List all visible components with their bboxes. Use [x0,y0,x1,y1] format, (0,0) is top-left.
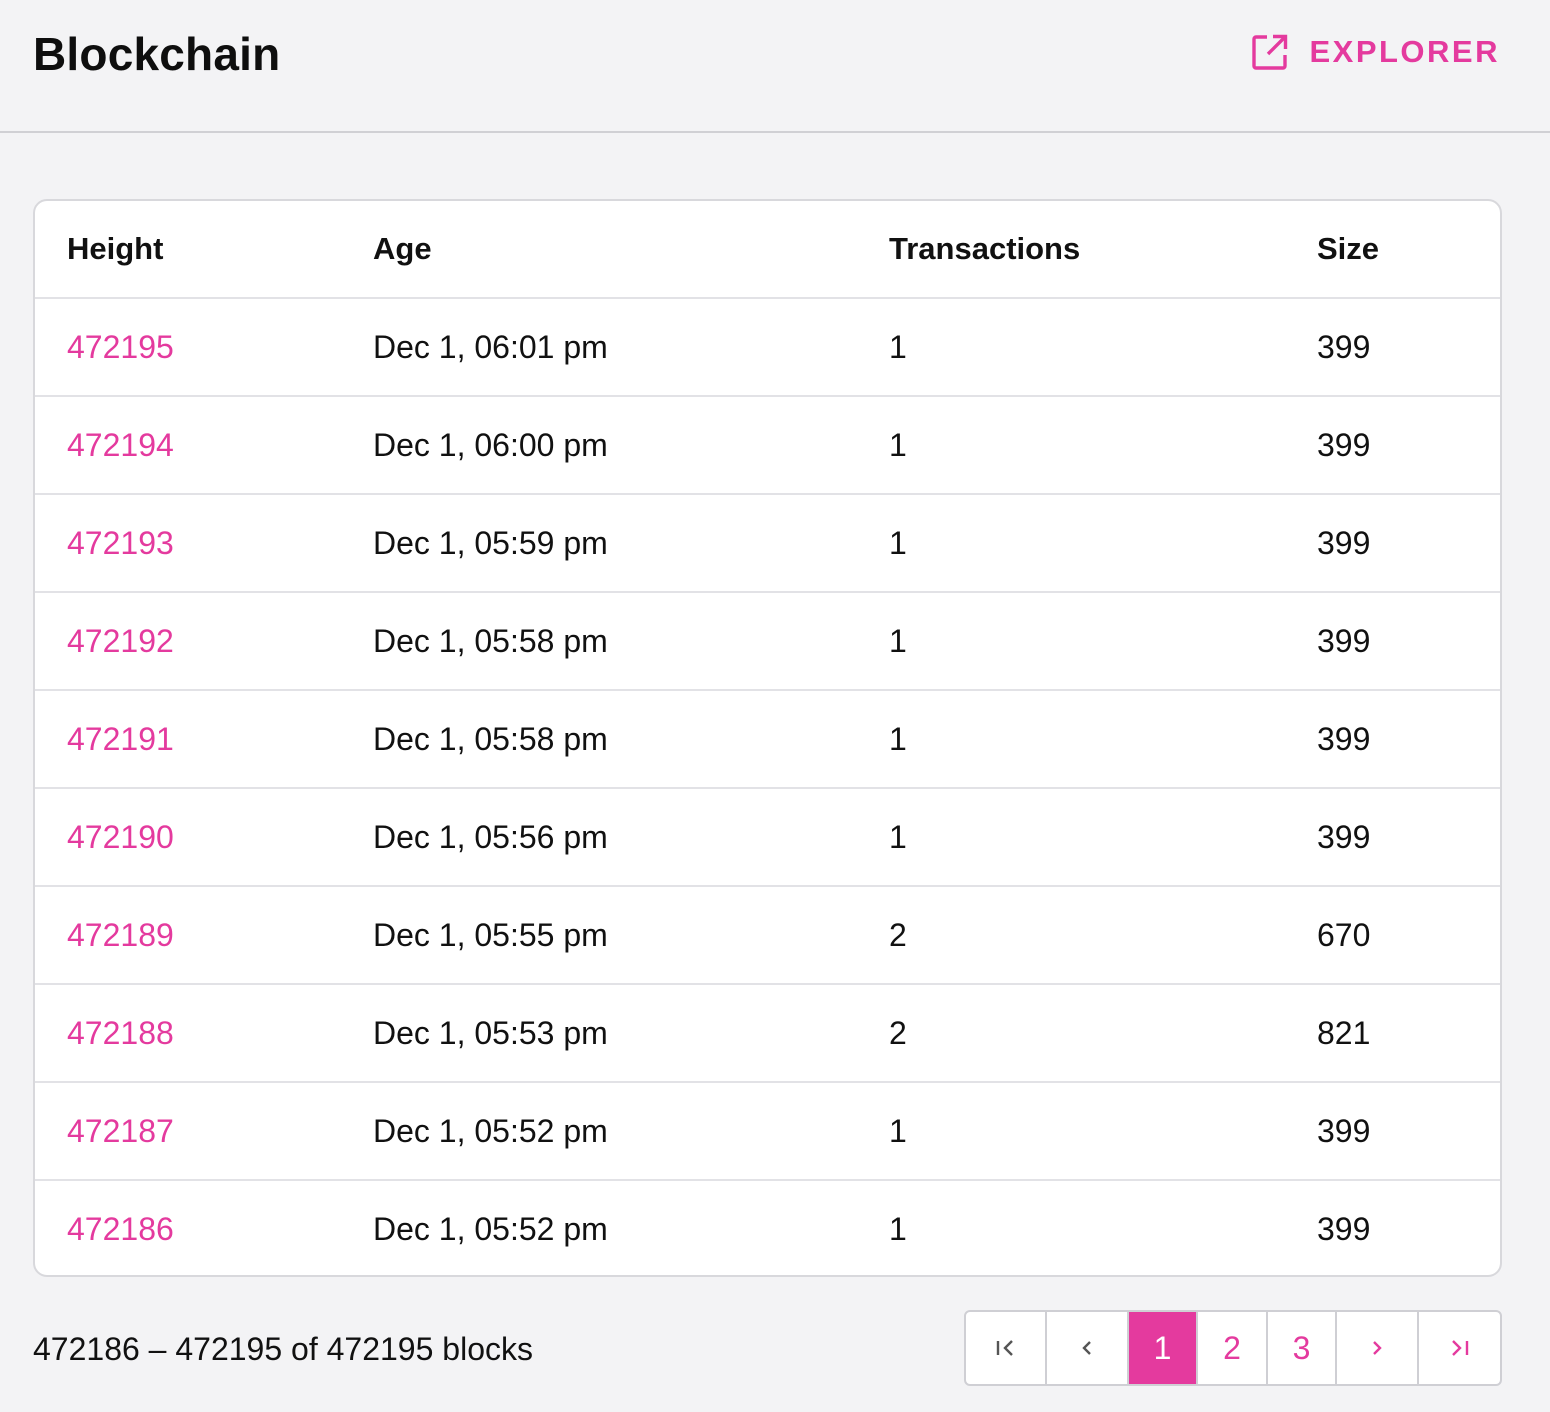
block-size: 399 [1317,329,1371,365]
block-height-link[interactable]: 472186 [67,1211,174,1247]
block-transactions: 2 [889,917,907,953]
block-transactions: 1 [889,1211,907,1247]
block-transactions: 1 [889,819,907,855]
block-size: 399 [1317,819,1371,855]
block-size: 670 [1317,917,1371,953]
block-height-link[interactable]: 472187 [67,1113,174,1149]
block-transactions: 1 [889,1113,907,1149]
block-height-link[interactable]: 472193 [67,525,174,561]
block-age: Dec 1, 05:52 pm [373,1113,608,1149]
table-row: 472190 Dec 1, 05:56 pm 1 399 [35,789,1500,887]
block-age: Dec 1, 05:59 pm [373,525,608,561]
first-page-icon [996,1340,1013,1356]
column-header-age: Age [373,231,432,266]
column-header-transactions: Transactions [889,231,1081,266]
next-page-button[interactable] [1337,1312,1419,1384]
table-row: 472193 Dec 1, 05:59 pm 1 399 [35,495,1500,593]
table-row: 472186 Dec 1, 05:52 pm 1 399 [35,1181,1500,1275]
block-age: Dec 1, 05:52 pm [373,1211,608,1247]
block-transactions: 1 [889,329,907,365]
page-1-button[interactable]: 1 [1128,1312,1199,1384]
block-transactions: 1 [889,623,907,659]
block-transactions: 2 [889,1015,907,1051]
block-age: Dec 1, 06:00 pm [373,427,608,463]
block-age: Dec 1, 06:01 pm [373,329,608,365]
block-size: 399 [1317,623,1371,659]
block-age: Dec 1, 05:56 pm [373,819,608,855]
block-transactions: 1 [889,427,907,463]
block-age: Dec 1, 05:55 pm [373,917,608,953]
last-page-button[interactable] [1419,1312,1500,1384]
block-height-link[interactable]: 472191 [67,721,174,757]
block-height-link[interactable]: 472190 [67,819,174,855]
page-3-button[interactable]: 3 [1268,1312,1338,1384]
table-row: 472189 Dec 1, 05:55 pm 2 670 [35,887,1500,985]
block-size: 821 [1317,1015,1371,1051]
table-row: 472187 Dec 1, 05:52 pm 1 399 [35,1083,1500,1181]
pagination-range-text: 472186 – 472195 of 472195 blocks [33,1331,533,1367]
block-height-link[interactable]: 472194 [67,427,174,463]
table-row: 472188 Dec 1, 05:53 pm 2 821 [35,985,1500,1083]
explorer-label: EXPLORER [1309,34,1500,69]
first-page-button[interactable] [966,1312,1048,1384]
block-size: 399 [1317,1211,1371,1247]
block-transactions: 1 [889,525,907,561]
page-2-button[interactable]: 2 [1198,1312,1268,1384]
external-link-icon [1252,34,1288,70]
block-height-link[interactable]: 472195 [67,329,174,365]
block-transactions: 1 [889,721,907,757]
explorer-link[interactable]: EXPLORER [1251,30,1500,74]
page-header: Blockchain EXPLORER [0,0,1550,133]
block-size: 399 [1317,721,1371,757]
block-height-link[interactable]: 472189 [67,917,174,953]
next-page-icon [1373,1341,1382,1355]
block-size: 399 [1317,427,1371,463]
table-header-row: Height Age Transactions Size [35,201,1500,299]
column-header-size: Size [1317,231,1380,266]
block-height-link[interactable]: 472188 [67,1015,174,1051]
block-age: Dec 1, 05:58 pm [373,721,608,757]
column-header-height: Height [67,231,164,266]
table-row: 472194 Dec 1, 06:00 pm 1 399 [35,397,1500,495]
table-row: 472191 Dec 1, 05:58 pm 1 399 [35,691,1500,789]
block-age: Dec 1, 05:58 pm [373,623,608,659]
page-title: Blockchain [33,28,281,80]
block-age: Dec 1, 05:53 pm [373,1015,608,1051]
block-size: 399 [1317,1113,1371,1149]
previous-page-icon [1082,1341,1091,1355]
block-height-link[interactable]: 472192 [67,623,174,659]
table-row: 472195 Dec 1, 06:01 pm 1 399 [35,299,1500,397]
pagination: 1 2 3 [964,1310,1502,1386]
previous-page-button[interactable] [1047,1312,1129,1384]
last-page-icon [1452,1340,1469,1356]
block-size: 399 [1317,525,1371,561]
table-row: 472192 Dec 1, 05:58 pm 1 399 [35,593,1500,691]
blocks-table: Height Age Transactions Size 472195 Dec … [33,199,1502,1277]
